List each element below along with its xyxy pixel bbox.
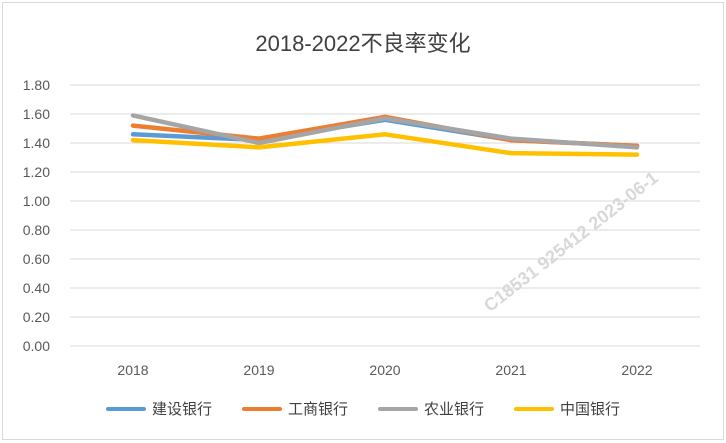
x-tick-label: 2018	[117, 362, 148, 378]
legend-label: 农业银行	[424, 401, 485, 418]
chart-title: 2018-2022不良率变化	[255, 31, 471, 56]
y-tick-label: 0.60	[23, 251, 50, 267]
x-tick-label: 2019	[243, 362, 274, 378]
series-line-2	[130, 113, 640, 150]
legend-item: 农业银行	[378, 398, 484, 419]
legend-swatch	[514, 406, 555, 411]
legend-label: 建设银行	[151, 401, 212, 418]
legend-item: 工商银行	[241, 398, 348, 419]
y-tick-label: 1.40	[23, 135, 50, 151]
legend-item: 建设银行	[105, 398, 212, 419]
legend-swatch	[241, 406, 282, 411]
legend-item: 中国银行	[514, 398, 620, 419]
series-line-3	[130, 132, 640, 157]
y-tick-label: 0.00	[23, 338, 50, 354]
y-tick-label: 0.40	[23, 280, 50, 296]
y-tick-label: 0.20	[23, 309, 50, 325]
y-tick-label: 1.00	[23, 193, 50, 209]
legend: 建设银行 工商银行 农业银行 中国银行	[0, 398, 726, 419]
legend-label: 中国银行	[560, 401, 621, 418]
legend-label: 工商银行	[287, 401, 348, 418]
x-tick-label: 2021	[495, 362, 526, 378]
x-tick-label: 2020	[369, 362, 400, 378]
y-tick-label: 1.60	[23, 106, 50, 122]
y-tick-label: 0.80	[23, 222, 50, 238]
y-tick-label: 1.80	[23, 77, 50, 93]
legend-swatch	[105, 406, 146, 411]
x-tick-label: 2022	[621, 362, 652, 378]
legend-swatch	[378, 406, 418, 411]
y-tick-label: 1.20	[23, 164, 50, 180]
